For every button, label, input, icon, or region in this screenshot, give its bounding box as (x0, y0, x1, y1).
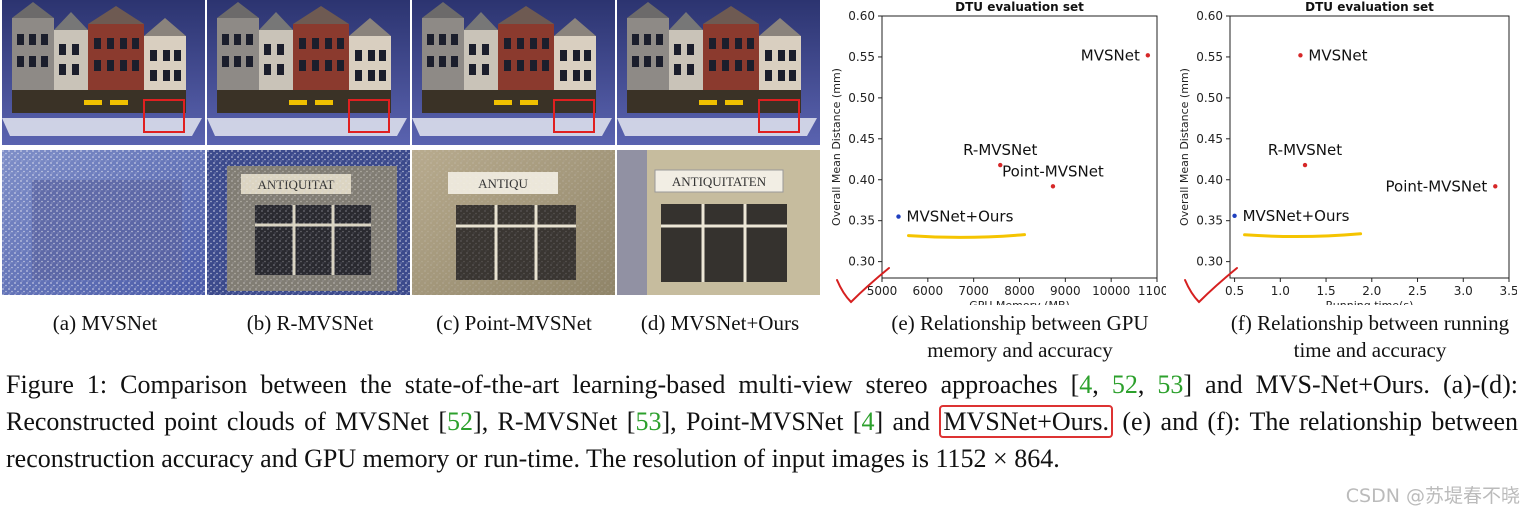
caption-c: (c) Point-MVSNet (436, 311, 592, 335)
x-tick-label: 9000 (1050, 284, 1081, 298)
panel-point-mvsnet: ANTIQU (412, 0, 615, 295)
y-tick-label: 0.30 (1196, 255, 1223, 269)
caption-a: (a) MVSNet (52, 311, 158, 335)
x-axis-label: Running time(s) (1326, 299, 1414, 305)
data-point (1050, 184, 1056, 189)
y-tick-label: 0.55 (1196, 50, 1223, 64)
y-tick-label: 0.60 (1196, 9, 1223, 23)
y-tick-label: 0.50 (848, 91, 875, 105)
caption-e: (e) Relationship between GPU memory and … (891, 311, 1149, 362)
citation-link[interactable]: 52 (1111, 370, 1138, 399)
x-tick-label: 8000 (1004, 284, 1035, 298)
check-mark-icon (1184, 267, 1238, 304)
y-tick-label: 0.35 (848, 214, 875, 228)
x-tick-label: 2.0 (1362, 284, 1381, 298)
point-label: MVSNet+Ours (907, 208, 1014, 226)
point-label: Point-MVSNet (1386, 177, 1488, 195)
y-axis-label: Overall Mean Distance (mm) (830, 68, 843, 226)
figure-caption: Figure 1: Comparison between the state-o… (6, 370, 1518, 473)
panel-mvsnet-ours: ANTIQUITATEN (617, 0, 820, 295)
caption-f: (f) Relationship between running time an… (1230, 311, 1510, 362)
citation-link[interactable]: 53 (635, 407, 662, 436)
y-tick-label: 0.30 (848, 255, 875, 269)
data-point (1232, 213, 1237, 218)
y-tick-label: 0.50 (1196, 91, 1223, 105)
y-tick-label: 0.35 (1196, 214, 1223, 228)
data-point (998, 162, 1003, 168)
chart-gpu-memory: DTU evaluation set 0.30 0.35 0.40 0.45 0.50 0.… (826, 0, 1176, 312)
data-point (896, 214, 901, 219)
data-point (1298, 53, 1303, 58)
y-tick-label: 0.55 (848, 50, 875, 64)
point-label: MVSNet+Ours (1243, 207, 1350, 225)
chart-running-time: DTU evaluation set 0.30 0.35 0.40 0.45 0.50 0.… (1172, 0, 1519, 312)
point-label: MVSNet (1308, 46, 1367, 64)
x-tick-label: 7000 (958, 284, 989, 298)
highlighted-method: MVSNet+Ours. (939, 405, 1113, 438)
x-tick-label: 0.5 (1225, 284, 1244, 298)
y-tick-label: 0.45 (1196, 132, 1223, 146)
scatter-running-time: DTU evaluation set 0.30 0.35 0.40 0.45 0.50 0.… (1178, 0, 1519, 312)
data-point (1302, 162, 1308, 168)
x-tick-label: 1.5 (1317, 284, 1336, 298)
y-tick-label: 0.40 (848, 173, 875, 187)
check-mark-icon (836, 267, 890, 304)
x-tick-label: 2.5 (1408, 284, 1427, 298)
x-tick-label: 11000 (1138, 284, 1166, 298)
highlight-underline (1243, 232, 1363, 239)
y-tick-label: 0.45 (848, 132, 875, 146)
point-label: Point-MVSNet (1002, 162, 1104, 180)
citation-link[interactable]: 4 (1079, 370, 1093, 399)
panel-rmvsnet: ANTIQUITAT (207, 0, 410, 295)
data-point (1493, 184, 1498, 189)
citation-link[interactable]: 4 (861, 407, 875, 436)
chart-title: DTU evaluation set (955, 0, 1084, 14)
data-point (1145, 53, 1151, 58)
citation-link[interactable]: 52 (447, 407, 474, 436)
x-tick-label: 6000 (913, 284, 944, 298)
panel-mvsnet (2, 0, 205, 295)
point-label: MVSNet (1081, 46, 1140, 64)
x-tick-label: 1.0 (1271, 284, 1290, 298)
sign-text: ANTIQUITATEN (672, 174, 767, 189)
caption-b: (b) R-MVSNet (246, 311, 374, 335)
chart-title: DTU evaluation set (1305, 0, 1434, 14)
x-axis-label: GPU Memory (MB) (969, 299, 1070, 305)
x-tick-label: 3.0 (1454, 284, 1473, 298)
y-axis-label: Overall Mean Distance (mm) (1178, 68, 1191, 226)
caption-d: (d) MVSNet+Ours (640, 311, 800, 335)
plot-frame (1229, 15, 1510, 279)
highlight-underline (907, 233, 1026, 239)
point-label: R-MVSNet (963, 141, 1037, 159)
point-label: R-MVSNet (1268, 141, 1342, 159)
y-tick-label: 0.40 (1196, 173, 1223, 187)
citation-link[interactable]: 53 (1157, 370, 1184, 399)
x-tick-label: 5000 (867, 284, 898, 298)
watermark: CSDN @苏堤春不晓 (1345, 485, 1520, 507)
scatter-gpu-memory: DTU evaluation set 0.30 0.35 0.40 0.45 0.50 0.… (830, 0, 1176, 312)
y-tick-label: 0.60 (848, 9, 875, 23)
x-tick-label: 10000 (1092, 284, 1130, 298)
x-tick-label: 3.5 (1499, 284, 1517, 298)
